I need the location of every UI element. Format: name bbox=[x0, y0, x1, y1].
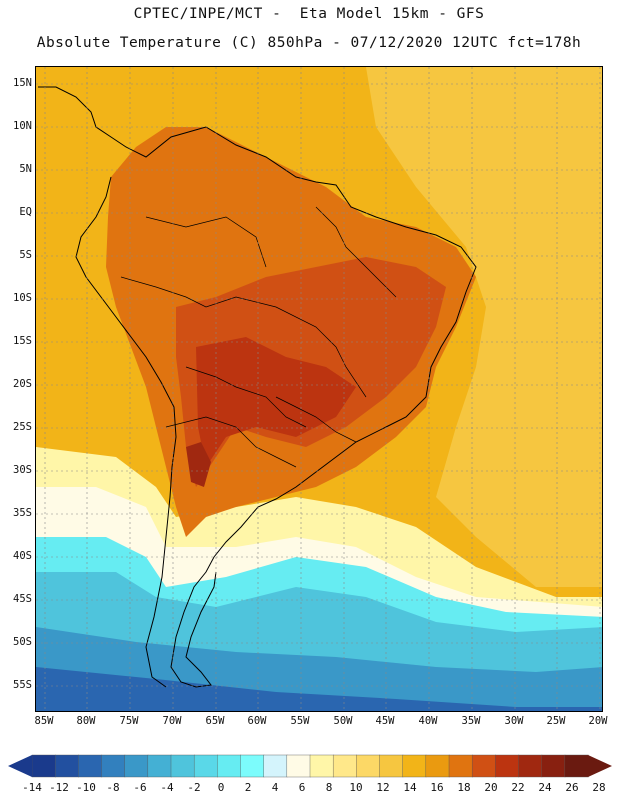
field-east-ocean bbox=[366, 67, 602, 587]
lat-label-5n: 5N bbox=[19, 163, 32, 175]
colorbar-label: -8 bbox=[106, 781, 120, 794]
colorbar-cell bbox=[332, 754, 357, 778]
colorbar-cell bbox=[564, 754, 589, 778]
lat-label-55s: 55S bbox=[13, 679, 32, 691]
colorbar-label: 20 bbox=[484, 781, 498, 794]
lon-label-25w: 25W bbox=[546, 715, 566, 727]
colorbar-cell bbox=[170, 754, 195, 778]
colorbar-label: -6 bbox=[133, 781, 147, 794]
lon-label-45w: 45W bbox=[375, 715, 395, 727]
colorbar-right-arrow bbox=[588, 755, 612, 777]
colorbar-label: 14 bbox=[403, 781, 417, 794]
colorbar bbox=[8, 754, 612, 778]
colorbar-cell bbox=[240, 754, 265, 778]
lon-label-30w: 30W bbox=[504, 715, 524, 727]
colorbar-left-arrow bbox=[8, 755, 32, 777]
colorbar-cell bbox=[217, 754, 242, 778]
lon-label-20w: 20W bbox=[588, 715, 608, 727]
colorbar-label: 2 bbox=[244, 781, 252, 794]
colorbar-label: 12 bbox=[376, 781, 390, 794]
coastlines bbox=[38, 86, 477, 688]
lat-label-25s: 25S bbox=[13, 421, 32, 433]
colorbar-cells bbox=[31, 754, 589, 778]
lat-label-40s: 40S bbox=[13, 550, 32, 562]
lon-label-85w: 85W bbox=[34, 715, 54, 727]
colorbar-cell bbox=[78, 754, 103, 778]
colorbar-label: 28 bbox=[592, 781, 606, 794]
field-land-hottest bbox=[196, 337, 356, 467]
colorbar-label: -10 bbox=[76, 781, 96, 794]
temperature-map[interactable] bbox=[35, 66, 603, 712]
colorbar-label: 24 bbox=[538, 781, 552, 794]
lon-label-75w: 75W bbox=[119, 715, 139, 727]
title-line-2: Absolute Temperature (C) 850hPa - 07/12/… bbox=[36, 35, 582, 51]
lon-label-55w: 55W bbox=[290, 715, 310, 727]
colorbar-label: 18 bbox=[457, 781, 471, 794]
lon-label-40w: 40W bbox=[418, 715, 438, 727]
colorbar-label: 0 bbox=[217, 781, 225, 794]
colorbar-label: 26 bbox=[565, 781, 579, 794]
colorbar-cell bbox=[124, 754, 149, 778]
colorbar-cell bbox=[31, 754, 56, 778]
colorbar-cell bbox=[448, 754, 473, 778]
lon-label-50w: 50W bbox=[333, 715, 353, 727]
colorbar-cell bbox=[518, 754, 543, 778]
lon-label-65w: 65W bbox=[205, 715, 225, 727]
colorbar-label: 10 bbox=[349, 781, 363, 794]
lat-label-15s: 15S bbox=[13, 335, 32, 347]
map-canvas bbox=[36, 67, 602, 711]
lat-label-eq: EQ bbox=[19, 206, 32, 218]
colorbar-cell bbox=[471, 754, 496, 778]
lat-label-30s: 30S bbox=[13, 464, 32, 476]
colorbar-cell bbox=[541, 754, 566, 778]
colorbar-label: -4 bbox=[160, 781, 174, 794]
lat-label-50s: 50S bbox=[13, 636, 32, 648]
colorbar-cell bbox=[309, 754, 334, 778]
colorbar-label: 4 bbox=[271, 781, 279, 794]
colorbar-cell bbox=[147, 754, 172, 778]
colorbar-cell bbox=[193, 754, 218, 778]
colorbar-label: -12 bbox=[49, 781, 69, 794]
lat-label-15n: 15N bbox=[13, 77, 32, 89]
colorbar-label: 22 bbox=[511, 781, 525, 794]
colorbar-cell bbox=[101, 754, 126, 778]
colorbar-label: -14 bbox=[22, 781, 42, 794]
colorbar-label: 8 bbox=[325, 781, 333, 794]
colorbar-cell bbox=[286, 754, 311, 778]
lat-label-20s: 20S bbox=[13, 378, 32, 390]
colorbar-cell bbox=[54, 754, 79, 778]
lon-label-35w: 35W bbox=[461, 715, 481, 727]
lon-label-80w: 80W bbox=[76, 715, 96, 727]
field-land-peak bbox=[186, 442, 211, 487]
lon-label-70w: 70W bbox=[162, 715, 182, 727]
colorbar-label: -2 bbox=[187, 781, 201, 794]
lat-label-10s: 10S bbox=[13, 292, 32, 304]
country-borders bbox=[120, 206, 397, 468]
colorbar-cell bbox=[425, 754, 450, 778]
colorbar-cell bbox=[379, 754, 404, 778]
title-line-1: CPTEC/INPE/MCT - Eta Model 15km - GFS bbox=[133, 6, 485, 22]
colorbar-label: 6 bbox=[298, 781, 306, 794]
colorbar-cell bbox=[402, 754, 427, 778]
colorbar-cell bbox=[495, 754, 520, 778]
field-coldest-band bbox=[36, 667, 602, 711]
lon-label-60w: 60W bbox=[247, 715, 267, 727]
lat-label-45s: 45S bbox=[13, 593, 32, 605]
colorbar-label: 16 bbox=[430, 781, 444, 794]
colorbar-cell bbox=[356, 754, 381, 778]
lat-label-5s: 5S bbox=[19, 249, 32, 261]
colorbar-cell bbox=[263, 754, 288, 778]
lat-label-35s: 35S bbox=[13, 507, 32, 519]
lat-label-10n: 10N bbox=[13, 120, 32, 132]
